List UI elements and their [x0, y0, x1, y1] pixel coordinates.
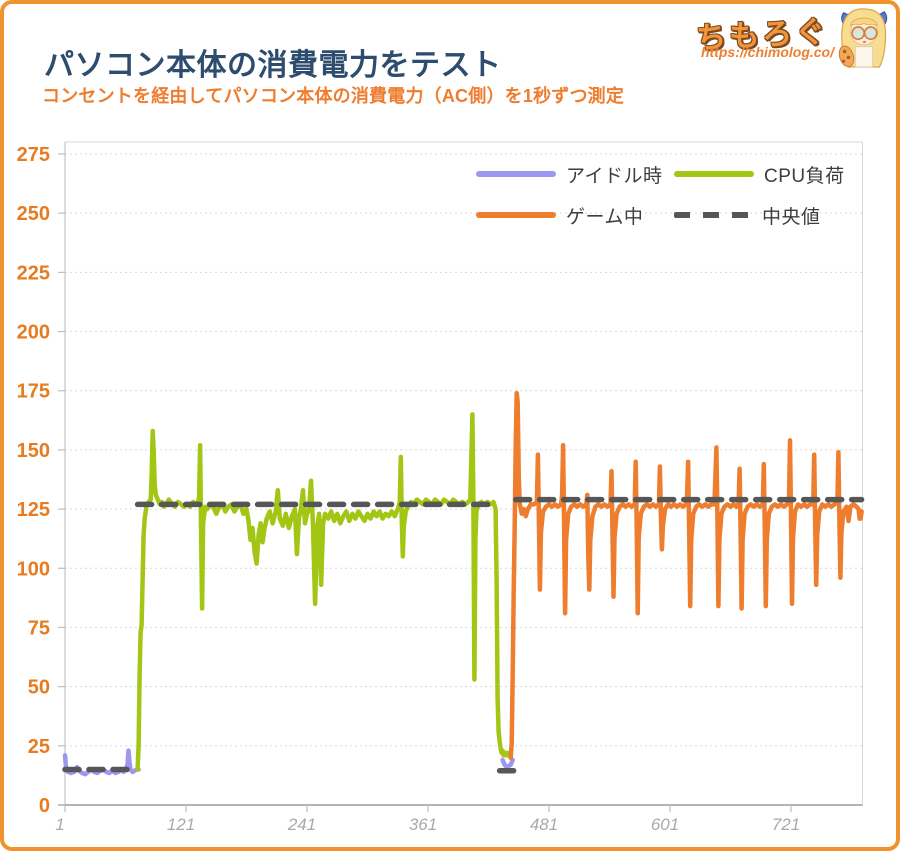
y-tick-label-250: 250: [17, 203, 50, 225]
y-tick-label-225: 225: [17, 262, 50, 284]
series-line-idle-1: [500, 757, 515, 770]
y-tick-label-150: 150: [17, 440, 50, 462]
y-tick-label-125: 125: [17, 499, 50, 521]
x-tick-label-241: 241: [287, 815, 316, 834]
legend-label-cpu: CPU負荷: [764, 165, 845, 187]
legend-swatch-cpu: [674, 171, 754, 177]
y-tick-label-25: 25: [28, 736, 50, 758]
legend-swatch-game: [476, 212, 556, 218]
chart-svg: 0 25 50 75 100 125 150 175 200 225 250 275 1 121 241 36…: [17, 141, 865, 834]
x-tick-label-601: 601: [651, 815, 679, 834]
x-tick-label-1: 1: [55, 815, 64, 834]
series-line-cpu-0: [135, 412, 513, 772]
legend-item-idle: アイドル時: [476, 164, 663, 187]
y-tick-label-0: 0: [39, 795, 50, 817]
legend-label-game: ゲーム中: [566, 206, 644, 228]
x-tick-label-721: 721: [772, 815, 800, 834]
legend-label-idle: アイドル時: [566, 165, 663, 187]
y-tick-label-50: 50: [28, 677, 50, 699]
mascot-icon: [838, 8, 888, 68]
page-subtitle: コンセントを経由してパソコン本体の消費電力（AC側）を1秒ずつ測定: [42, 86, 625, 106]
x-tick-label-361: 361: [409, 815, 437, 834]
brand-url: https://chimolog.co/: [701, 44, 834, 60]
legend-item-cpu: CPU負荷: [674, 164, 845, 187]
y-tick-label-100: 100: [17, 558, 50, 580]
y-tick-label-275: 275: [17, 144, 50, 166]
series-line-game-0: [508, 390, 864, 760]
y-tick-label-200: 200: [17, 322, 50, 344]
legend-swatch-idle: [476, 171, 556, 177]
y-tick-label-175: 175: [17, 381, 50, 403]
legend-label-median: 中央値: [762, 206, 821, 228]
legend-item-median: 中央値: [674, 205, 821, 228]
legend-item-game: ゲーム中: [476, 205, 643, 228]
legend-swatch-median: [674, 212, 752, 218]
y-tick-label-75: 75: [28, 617, 50, 639]
page-title: パソコン本体の消費電力をテスト: [44, 49, 502, 82]
x-tick-label-121: 121: [167, 815, 195, 834]
x-tick-label-481: 481: [530, 815, 558, 834]
